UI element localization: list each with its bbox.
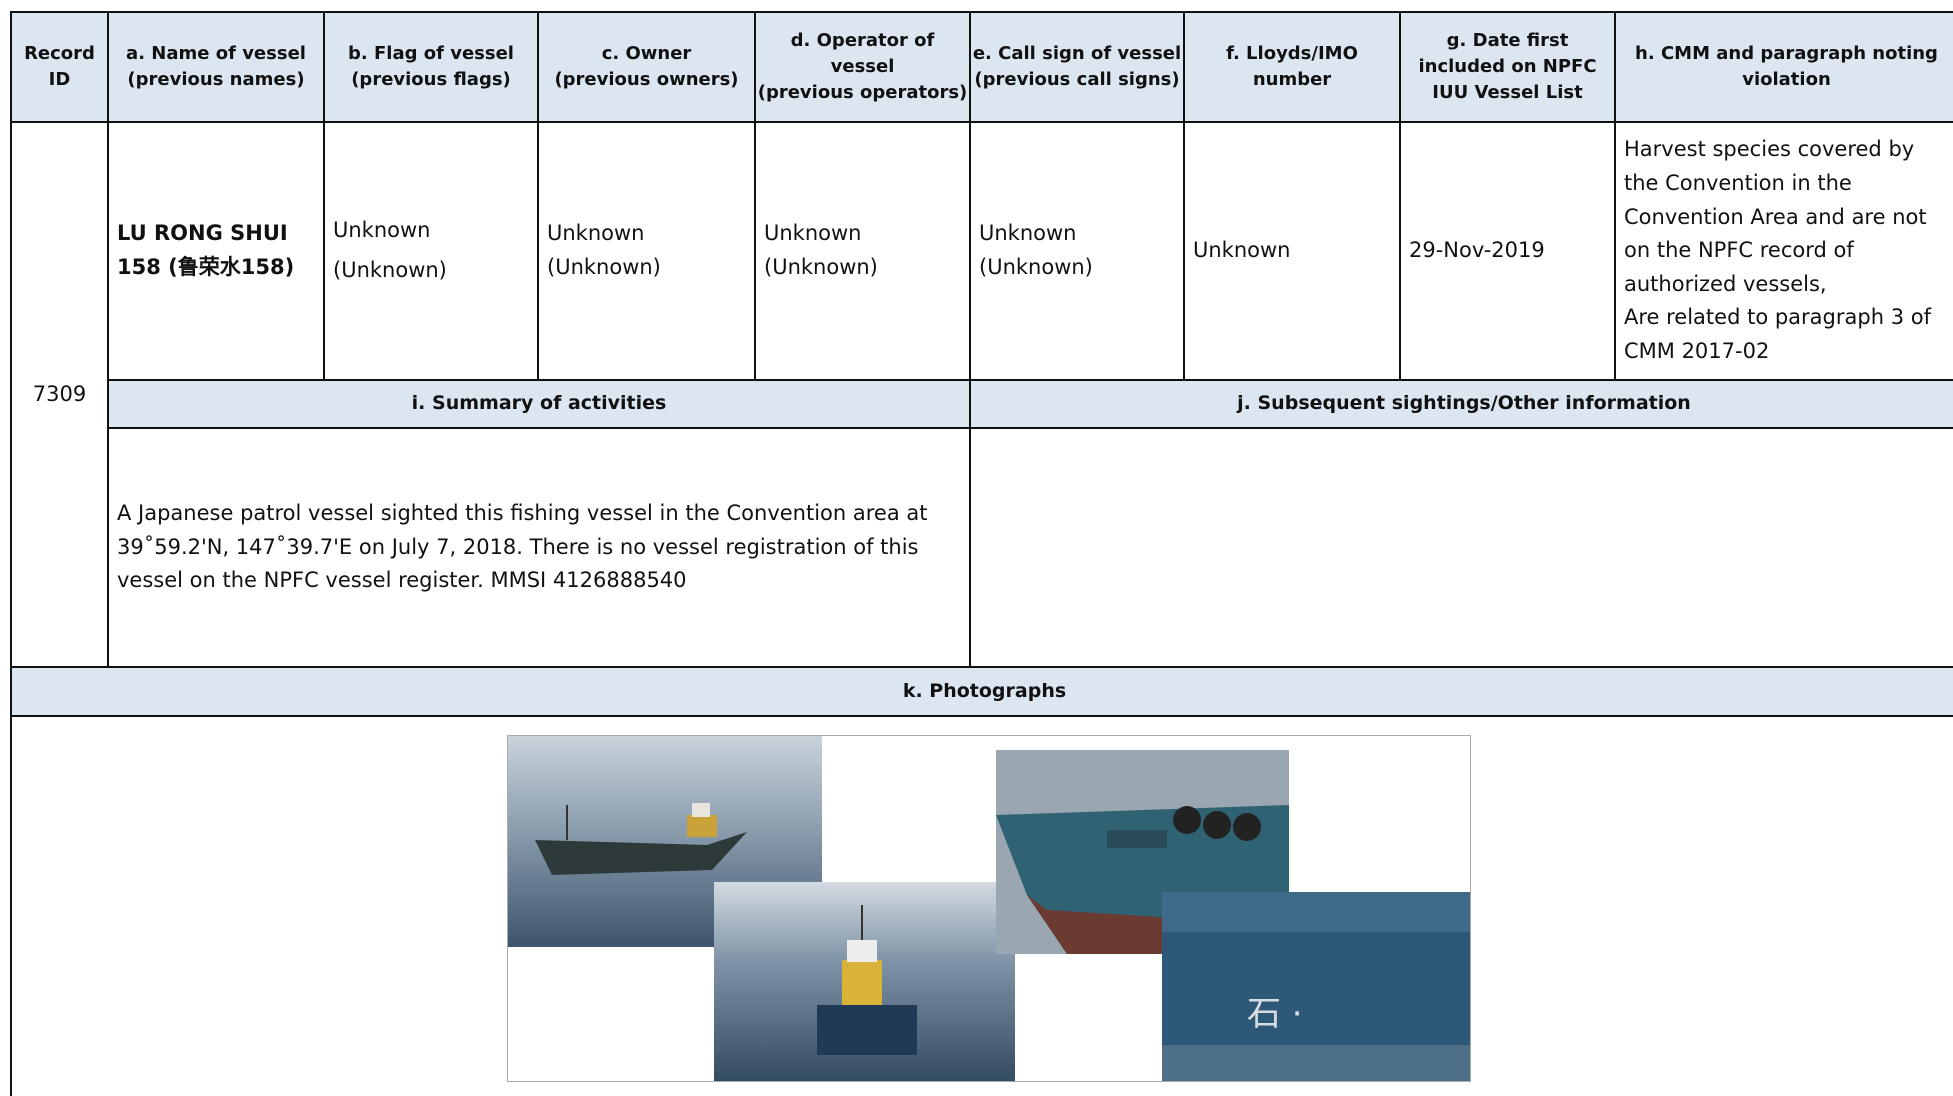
photographs: 石 · bbox=[507, 735, 1471, 1082]
col-header: Record ID bbox=[10, 11, 109, 123]
photos-cell bbox=[10, 715, 1953, 1096]
col-header: f. Lloyds/IMO number bbox=[1183, 11, 1401, 123]
owner: Unknown (Unknown) bbox=[537, 121, 756, 381]
svg-text:石 ·: 石 · bbox=[1247, 994, 1303, 1034]
summary-text: A Japanese patrol vessel sighted this fi… bbox=[107, 427, 971, 668]
violation: Harvest species covered by the Conventio… bbox=[1614, 121, 1953, 381]
photo bbox=[714, 882, 1015, 1081]
imo: Unknown bbox=[1183, 121, 1401, 381]
date: 29-Nov-2019 bbox=[1399, 121, 1616, 381]
col-header: h. CMM and paragraph noting violation bbox=[1614, 11, 1953, 123]
col-header: b. Flag of vessel (previous flags) bbox=[323, 11, 539, 123]
sightings-title: j. Subsequent sightings/Other informatio… bbox=[969, 379, 1953, 429]
col-header: g. Date first included on NPFC IUU Vesse… bbox=[1399, 11, 1616, 123]
col-header: d. Operator of vessel (previous operator… bbox=[754, 11, 971, 123]
photo: 石 · bbox=[1162, 892, 1470, 1081]
record-id: 7309 bbox=[10, 121, 109, 668]
col-header: c. Owner (previous owners) bbox=[537, 11, 756, 123]
vessel-name: LU RONG SHUI 158 (鲁荣水158) bbox=[107, 121, 325, 381]
col-header: a. Name of vessel (previous names) bbox=[107, 11, 325, 123]
operator: Unknown (Unknown) bbox=[754, 121, 971, 381]
sightings-cell bbox=[969, 427, 1953, 668]
call-sign: Unknown (Unknown) bbox=[969, 121, 1185, 381]
col-header: e. Call sign of vessel (previous call si… bbox=[969, 11, 1185, 123]
photos-title: k. Photographs bbox=[10, 666, 1953, 717]
flag: Unknown (Unknown) bbox=[323, 121, 539, 381]
summary-title: i. Summary of activities bbox=[107, 379, 971, 429]
